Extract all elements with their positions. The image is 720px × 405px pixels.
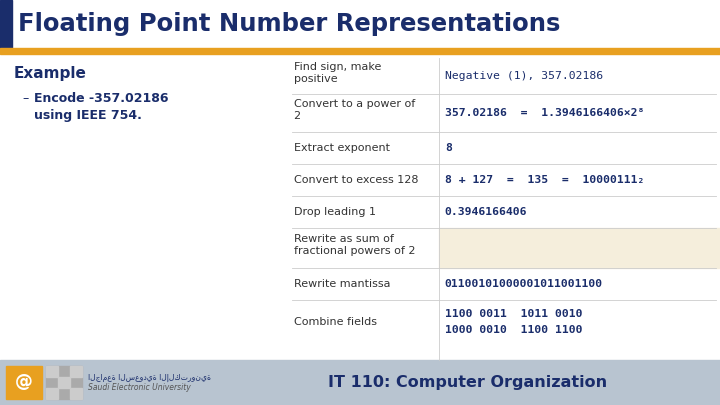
Text: 2: 2 (294, 111, 301, 121)
Text: Negative (1), 357.02186: Negative (1), 357.02186 (445, 71, 603, 81)
Text: Rewrite mantissa: Rewrite mantissa (294, 279, 390, 289)
Text: Encode -357.02186: Encode -357.02186 (34, 92, 168, 105)
Text: Rewrite as sum of: Rewrite as sum of (294, 234, 393, 244)
Text: Combine fields: Combine fields (294, 317, 377, 327)
Text: 357.02186  =  1.3946166406×2⁸: 357.02186 = 1.3946166406×2⁸ (445, 108, 644, 118)
Bar (0, 48, 720, 54)
Text: Extract exponent: Extract exponent (294, 143, 390, 153)
Text: 1000 0010  1100 1100: 1000 0010 1100 1100 (445, 325, 582, 335)
Text: @: @ (15, 373, 33, 392)
Text: 8 + 127  =  135  =  10000111₂: 8 + 127 = 135 = 10000111₂ (445, 175, 644, 185)
Bar (46, 388, 58, 399)
Text: Saudi Electronic University: Saudi Electronic University (88, 382, 191, 392)
Bar (70, 366, 82, 377)
Bar (46, 366, 82, 399)
Text: 8: 8 (445, 143, 451, 153)
Text: Example: Example (14, 66, 87, 81)
Bar (0, 0, 12, 48)
Bar (0, 360, 720, 405)
Text: fractional powers of 2: fractional powers of 2 (294, 246, 415, 256)
Text: IT 110: Computer Organization: IT 110: Computer Organization (328, 375, 608, 390)
Bar (58, 377, 70, 388)
Bar (0, 0, 720, 48)
Bar (70, 388, 82, 399)
Text: 1100 0011  1011 0010: 1100 0011 1011 0010 (445, 309, 582, 319)
Bar (6, 366, 42, 399)
Text: Find sign, make: Find sign, make (294, 62, 381, 72)
Text: 0.3946166406: 0.3946166406 (445, 207, 527, 217)
Bar (438, 228, 720, 268)
Text: –: – (22, 92, 28, 105)
Text: Drop leading 1: Drop leading 1 (294, 207, 376, 217)
Text: using IEEE 754.: using IEEE 754. (34, 109, 142, 122)
Bar (46, 366, 58, 377)
Text: Convert to a power of: Convert to a power of (294, 99, 415, 109)
Text: Convert to excess 128: Convert to excess 128 (294, 175, 418, 185)
Text: 01100101000001011001100: 01100101000001011001100 (445, 279, 603, 289)
Text: positive: positive (294, 74, 337, 84)
Text: Floating Point Number Representations: Floating Point Number Representations (18, 12, 560, 36)
Text: الجامعة السعودية الإلكترونية: الجامعة السعودية الإلكترونية (88, 373, 211, 382)
